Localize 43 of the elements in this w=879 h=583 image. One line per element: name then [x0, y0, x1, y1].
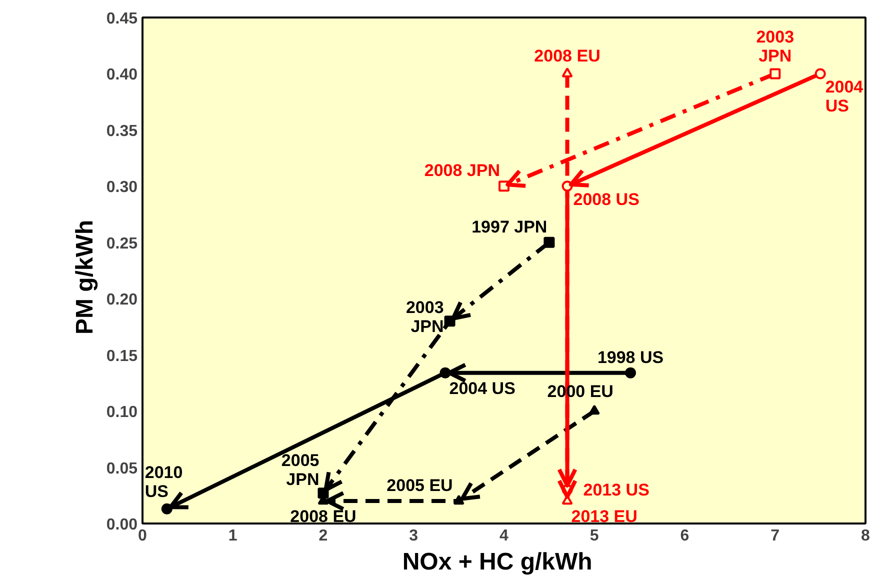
point — [161, 503, 172, 514]
point — [814, 68, 826, 80]
annotation: 1997 JPN — [472, 217, 548, 236]
y-axis-title: PM g/kWh — [71, 220, 98, 334]
annotation: 2008 US — [573, 190, 640, 210]
annotation: 2013 US — [583, 480, 650, 500]
x-tick-label: 7 — [770, 528, 780, 544]
x-tick-label: 1 — [228, 528, 238, 544]
annotation: 2004 US — [449, 378, 516, 398]
annotation: 2008 EU — [290, 507, 356, 526]
y-tick-label: 0.25 — [106, 235, 138, 252]
annotation: 2008 EU — [534, 46, 600, 66]
y-tick-label: 0.45 — [106, 10, 138, 28]
x-tick-label: 4 — [500, 528, 509, 544]
point — [588, 404, 600, 415]
point — [625, 367, 636, 378]
y-tick-label: 0.00 — [106, 516, 138, 534]
annotation: 2008 JPN — [424, 161, 500, 180]
y-tick-label: 0.30 — [106, 179, 138, 196]
x-tick-label: 2 — [318, 528, 328, 544]
annotation: 2003 JPN — [756, 28, 794, 66]
point — [453, 494, 464, 505]
x-tick-label: 5 — [590, 528, 599, 544]
x-tick-label: 0 — [138, 528, 148, 544]
annotation: 2010 US — [144, 462, 183, 501]
annotation: 2005 EU — [386, 476, 453, 496]
y-tick-label: 0.10 — [106, 404, 138, 422]
annotation: 1998 US — [597, 348, 664, 367]
y-tick-label: 0.35 — [106, 122, 138, 140]
annotation: 2013 EU — [571, 507, 638, 526]
x-tick-label: 3 — [409, 528, 418, 544]
y-tick-label: 0.05 — [106, 460, 138, 478]
x-tick-label: 8 — [861, 528, 870, 544]
y-tick-label: 0.15 — [106, 348, 138, 365]
point — [770, 68, 781, 80]
annotation: 2003 JPN — [406, 298, 444, 336]
y-tick-label: 0.20 — [106, 292, 138, 309]
annotation: 2005 JPN — [281, 451, 320, 490]
annotation: 2004 US — [825, 78, 864, 116]
x-axis-title: NOx + HC g/kWh — [402, 548, 592, 576]
point — [544, 236, 555, 248]
x-tick-label: 6 — [680, 528, 690, 544]
y-tick-label: 0.40 — [106, 66, 138, 84]
